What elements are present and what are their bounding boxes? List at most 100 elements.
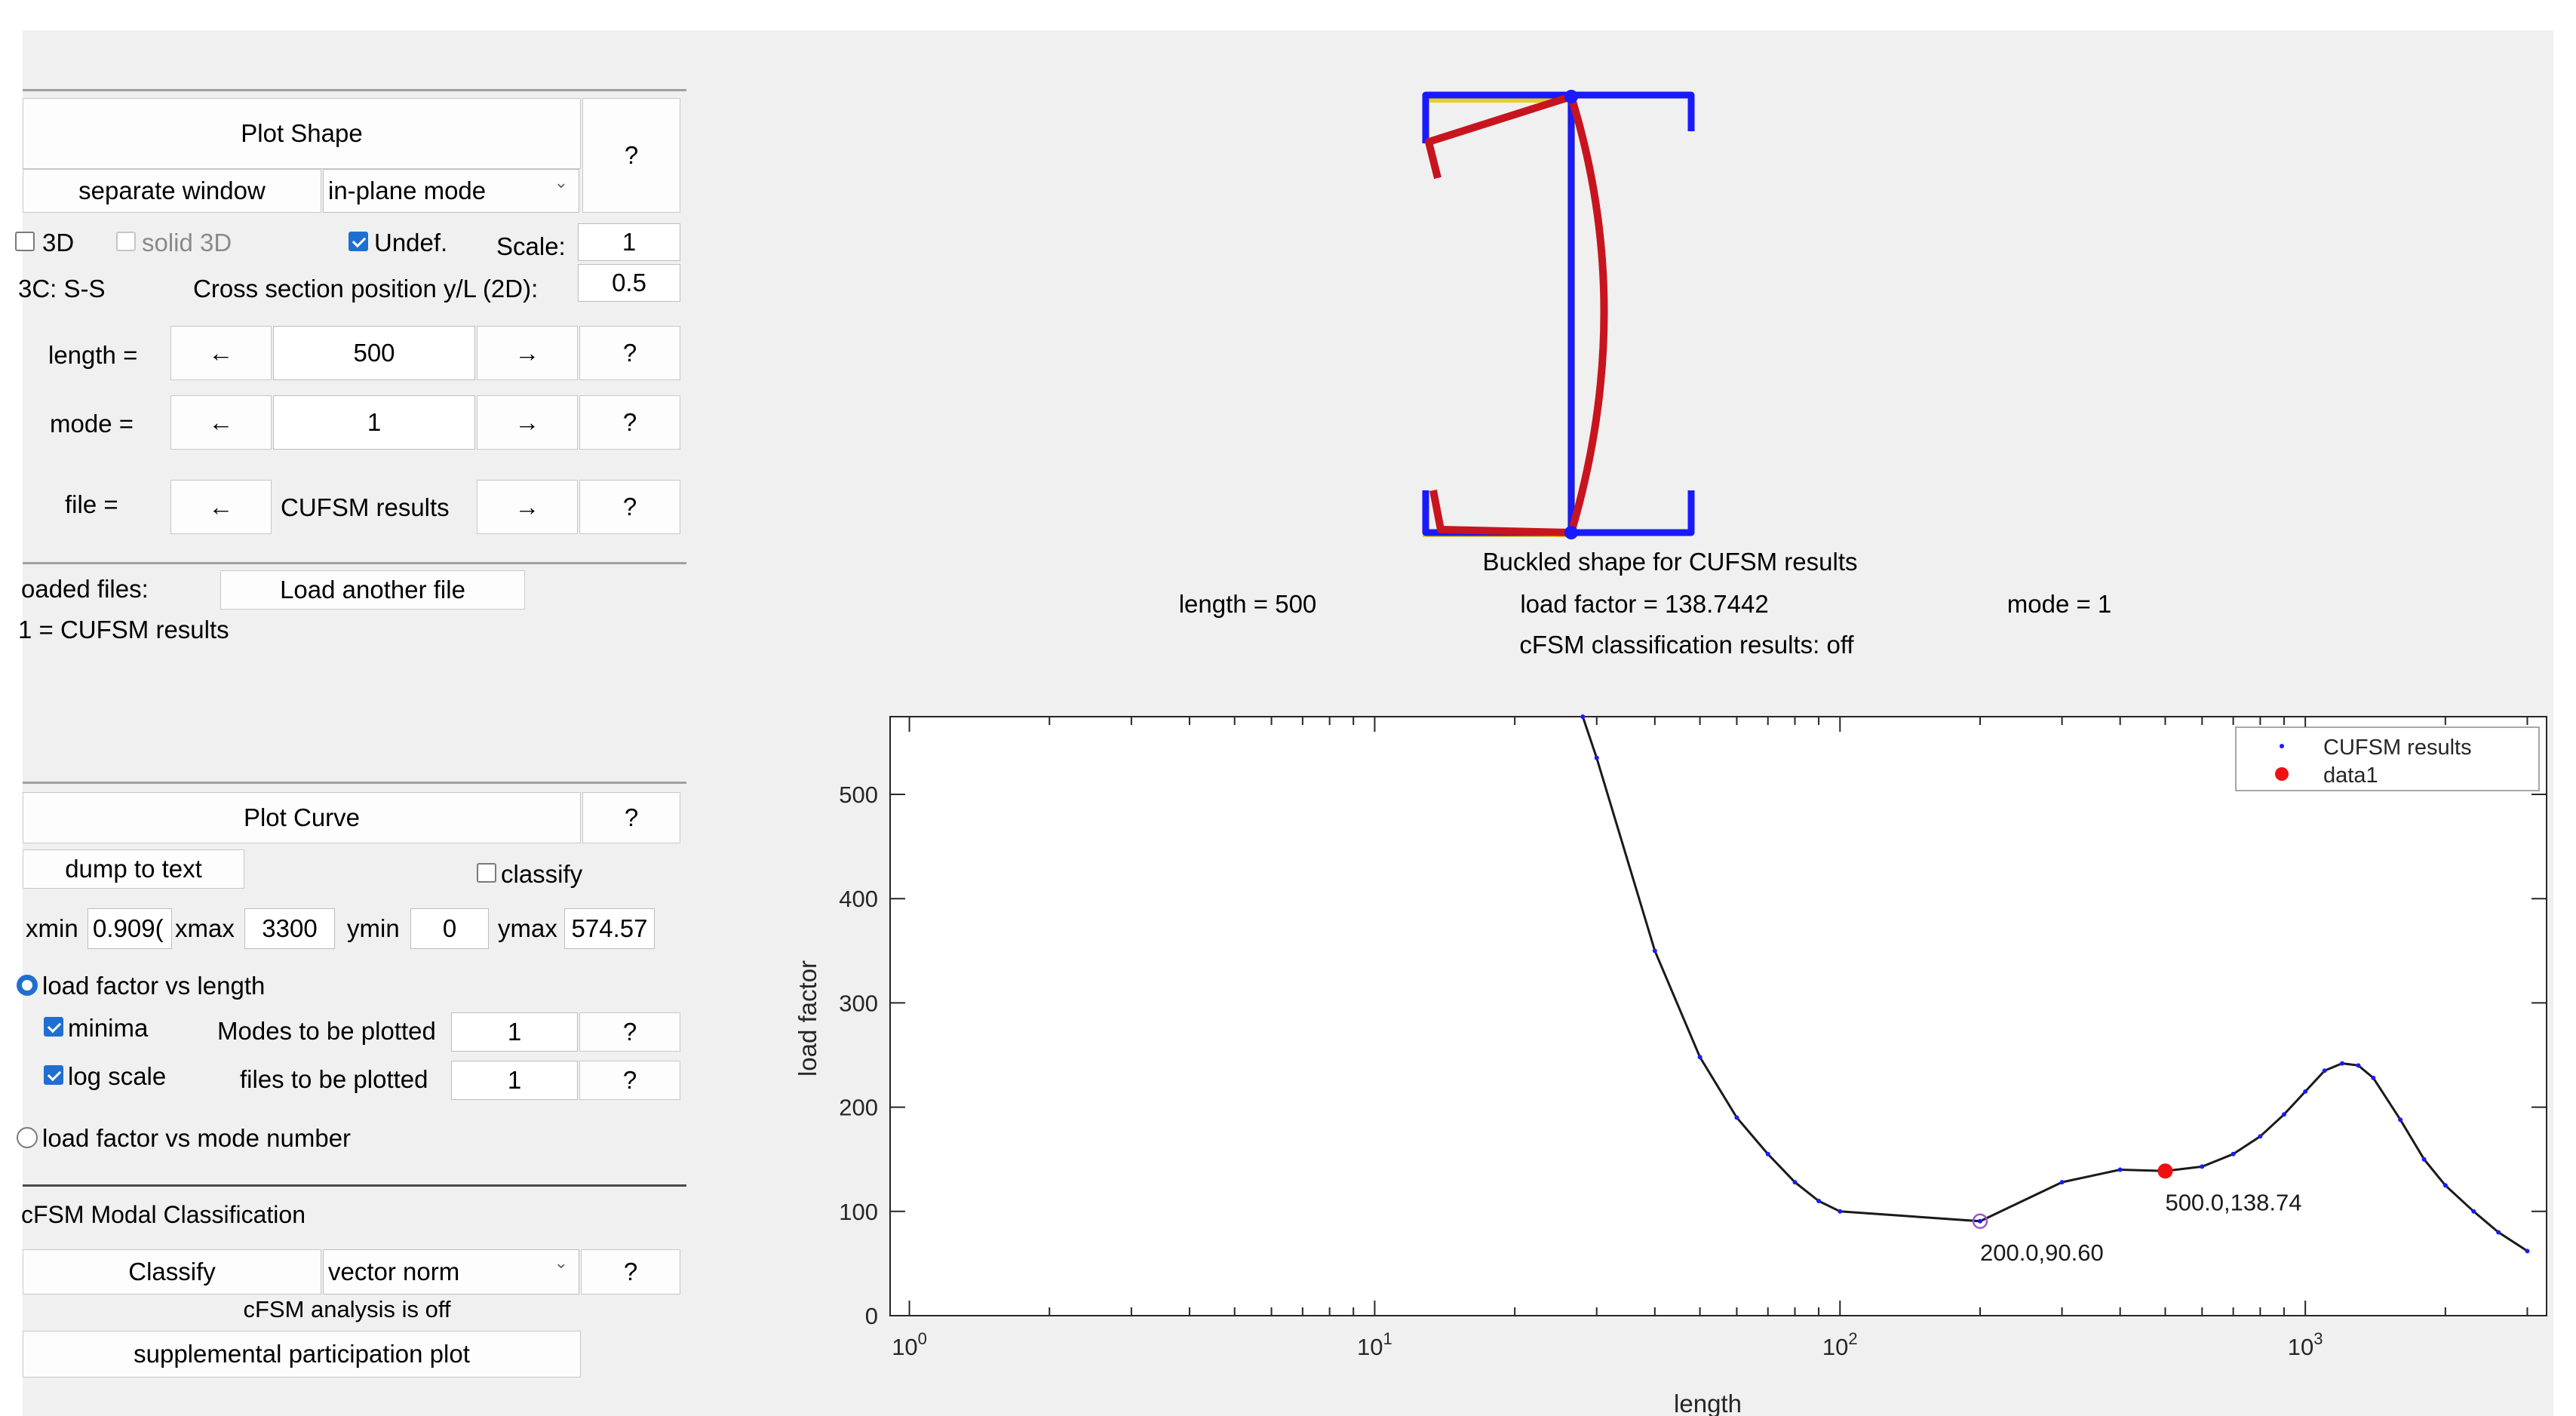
mode-input[interactable]: 1 bbox=[273, 395, 475, 450]
section-separator bbox=[23, 1184, 686, 1187]
plot-curve-help-button[interactable]: ? bbox=[582, 792, 680, 843]
y-tick-labels: 0 100 200 300 400 500 bbox=[839, 782, 878, 1329]
y-tick-label: 300 bbox=[839, 990, 878, 1016]
minima-checkbox-label: minima bbox=[68, 1014, 149, 1042]
legend-data1-label: data1 bbox=[2323, 763, 2378, 788]
solid-3d-checkbox[interactable] bbox=[116, 232, 136, 251]
load-factor-vs-length-radio[interactable] bbox=[17, 975, 38, 996]
separate-window-button[interactable]: separate window bbox=[23, 169, 321, 213]
load-factor-chart: 0 100 200 300 400 500 100 101 102 103 200.0,90.6… bbox=[794, 714, 2547, 1416]
x-tick-label: 103 bbox=[2288, 1329, 2323, 1360]
x-tick-label: 102 bbox=[1822, 1329, 1858, 1360]
classify-checkbox-label: classify bbox=[501, 860, 583, 888]
chevron-down-icon: ⌄ bbox=[554, 1253, 568, 1272]
mode-label: mode = bbox=[50, 410, 134, 438]
data-point bbox=[2442, 1183, 2448, 1188]
x-axis-label: length bbox=[1674, 1390, 1742, 1416]
data-point bbox=[2496, 1230, 2501, 1235]
load-another-file-button[interactable]: Load another file bbox=[220, 570, 525, 610]
cufsm-results-line bbox=[1581, 716, 2528, 1252]
data-point bbox=[1816, 1198, 1822, 1203]
scale-input[interactable]: 1 bbox=[578, 223, 680, 261]
y-tick-label: 400 bbox=[839, 886, 878, 912]
cross-section-label: Cross section position y/L (2D): bbox=[193, 275, 539, 303]
buckled-section-shape bbox=[1425, 93, 1608, 536]
cross-section-input[interactable]: 0.5 bbox=[578, 264, 680, 302]
mode-select-dropdown[interactable]: in-plane mode ⌄ bbox=[323, 169, 579, 213]
data1-annotation: 500.0,138.74 bbox=[2165, 1189, 2301, 1215]
loaded-file-item: 1 = CUFSM results bbox=[18, 616, 229, 643]
data-point bbox=[1792, 1180, 1798, 1185]
load-factor-vs-length-label: load factor vs length bbox=[42, 972, 266, 1000]
cfsm-header: cFSM Modal Classification bbox=[21, 1201, 305, 1228]
3d-checkbox[interactable] bbox=[15, 232, 35, 251]
file-help-button[interactable]: ? bbox=[579, 480, 680, 534]
supplemental-participation-plot-button[interactable]: supplemental participation plot bbox=[23, 1331, 581, 1378]
files-help-button[interactable]: ? bbox=[579, 1061, 680, 1100]
length-next-button[interactable]: → bbox=[477, 326, 578, 380]
data-point bbox=[2303, 1089, 2308, 1094]
classify-button[interactable]: Classify bbox=[23, 1249, 321, 1295]
ymin-input[interactable]: 0 bbox=[410, 908, 489, 949]
vector-norm-value: vector norm bbox=[328, 1258, 460, 1285]
chart-plot-area bbox=[889, 716, 2547, 1316]
data-point bbox=[2200, 1164, 2205, 1169]
mode-help-button[interactable]: ? bbox=[579, 395, 680, 450]
cfsm-help-button[interactable]: ? bbox=[581, 1249, 680, 1295]
data-point bbox=[2356, 1063, 2361, 1068]
files-to-be-plotted-label: files to be plotted bbox=[240, 1065, 428, 1093]
undef-checkbox[interactable] bbox=[348, 232, 368, 251]
mode-prev-button[interactable]: ← bbox=[170, 395, 272, 450]
vector-norm-dropdown[interactable]: vector norm ⌄ bbox=[323, 1249, 579, 1295]
legend-data1-marker bbox=[2275, 767, 2289, 781]
buckled-shape-plot bbox=[1422, 90, 1695, 539]
cufsm-results-points bbox=[1580, 714, 2530, 1254]
log-scale-checkbox-label: log scale bbox=[68, 1062, 167, 1090]
file-label: file = bbox=[65, 490, 118, 518]
modes-help-button[interactable]: ? bbox=[579, 1012, 680, 1052]
length-label: length = bbox=[48, 341, 138, 369]
data-point bbox=[2471, 1209, 2476, 1214]
file-prev-button[interactable]: ← bbox=[170, 480, 272, 534]
y-tick-label: 500 bbox=[839, 782, 878, 808]
plot-shape-header-button[interactable]: Plot Shape bbox=[23, 98, 581, 169]
ymax-label: ymax bbox=[498, 914, 557, 942]
cfsm-status-text: cFSM analysis is off bbox=[243, 1296, 451, 1322]
dump-to-text-button[interactable]: dump to text bbox=[23, 849, 244, 889]
legend-box bbox=[2235, 726, 2540, 791]
plot-curve-panel bbox=[23, 782, 686, 1185]
data-point bbox=[2059, 1180, 2065, 1185]
data-point bbox=[1734, 1115, 1739, 1120]
data-point bbox=[2258, 1134, 2263, 1139]
file-next-button[interactable]: → bbox=[477, 480, 578, 534]
plot-shape-help-button[interactable]: ? bbox=[582, 98, 680, 213]
xmin-input[interactable]: 0.909( bbox=[88, 908, 172, 949]
data1-marker bbox=[2157, 1163, 2173, 1179]
shape-node bbox=[1564, 526, 1578, 539]
undeformed-section-outline bbox=[1422, 91, 1695, 536]
length-prev-button[interactable]: ← bbox=[170, 326, 272, 380]
load-factor-vs-mode-number-radio[interactable] bbox=[17, 1127, 38, 1148]
mode-select-value: in-plane mode bbox=[328, 177, 487, 204]
shape-plot-title: Buckled shape for CUFSM results bbox=[1482, 548, 1858, 576]
mode-next-button[interactable]: → bbox=[477, 395, 578, 450]
modes-to-be-plotted-input[interactable]: 1 bbox=[451, 1012, 578, 1052]
data-point bbox=[1594, 755, 1599, 760]
minimum-annotation: 200.0,90.60 bbox=[1980, 1239, 2104, 1266]
classify-checkbox[interactable] bbox=[477, 863, 496, 883]
files-to-be-plotted-input[interactable]: 1 bbox=[451, 1061, 578, 1100]
minima-checkbox[interactable] bbox=[44, 1017, 63, 1037]
length-help-button[interactable]: ? bbox=[579, 326, 680, 380]
xmax-input[interactable]: 3300 bbox=[244, 908, 335, 949]
xmin-label: xmin bbox=[26, 914, 78, 942]
bc-label: 3C: S-S bbox=[18, 275, 106, 303]
ymax-input[interactable]: 574.57 bbox=[564, 908, 655, 949]
plot-curve-header-button[interactable]: Plot Curve bbox=[23, 792, 581, 843]
data-point bbox=[1838, 1209, 1843, 1214]
shape-mode-text: mode = 1 bbox=[2006, 590, 2112, 618]
data-point bbox=[2231, 1151, 2236, 1156]
length-input[interactable]: 500 bbox=[273, 326, 475, 380]
log-scale-checkbox[interactable] bbox=[44, 1065, 63, 1085]
data-point bbox=[2117, 1167, 2123, 1172]
y-tick-label: 200 bbox=[839, 1095, 878, 1121]
